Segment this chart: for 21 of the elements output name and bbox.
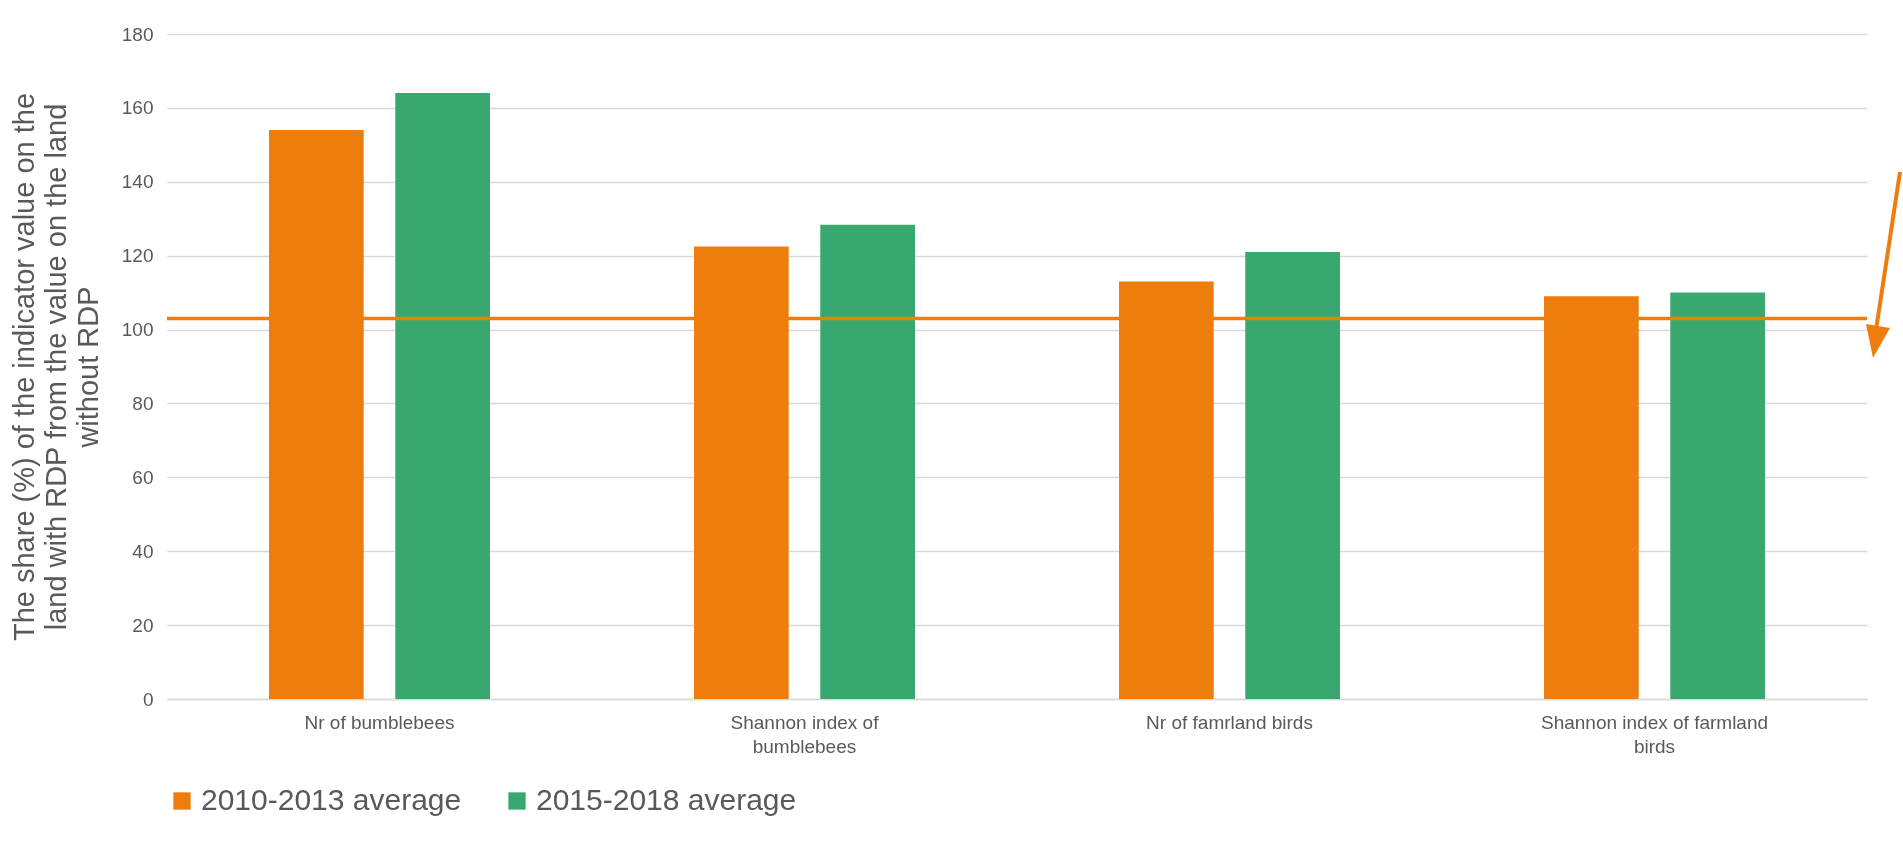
y-tick-label: 100 bbox=[121, 319, 154, 341]
y-tick-label: 80 bbox=[132, 392, 154, 414]
legend-label: 2010-2013 average bbox=[201, 783, 462, 816]
legend-label: 2015-2018 average bbox=[536, 783, 797, 816]
x-tick-label: Shannon index of farmland birds bbox=[1540, 711, 1769, 757]
bar bbox=[820, 224, 915, 699]
y-tick-label: 20 bbox=[132, 614, 154, 636]
y-tick-label: 160 bbox=[121, 97, 154, 119]
y-tick-label: 180 bbox=[121, 23, 154, 45]
x-tick-label: Nr of bumblebees bbox=[304, 711, 455, 733]
y-tick-label: 40 bbox=[132, 540, 154, 562]
bar bbox=[395, 93, 490, 699]
y-tick-label: 0 bbox=[142, 688, 154, 710]
y-axis-title: The share (%) of the indicator value on the land with RDP from the value on the land without RDP bbox=[7, 92, 104, 642]
y-tick-label: 140 bbox=[121, 171, 154, 193]
y-tick-label: 60 bbox=[132, 466, 154, 488]
x-tick-label: Nr of famrland birds bbox=[1146, 711, 1313, 733]
y-tick-label: 120 bbox=[121, 245, 154, 267]
x-tick-label: Shannon index of bumblebees bbox=[730, 711, 880, 757]
bar bbox=[1670, 292, 1765, 699]
bar bbox=[1245, 251, 1340, 699]
